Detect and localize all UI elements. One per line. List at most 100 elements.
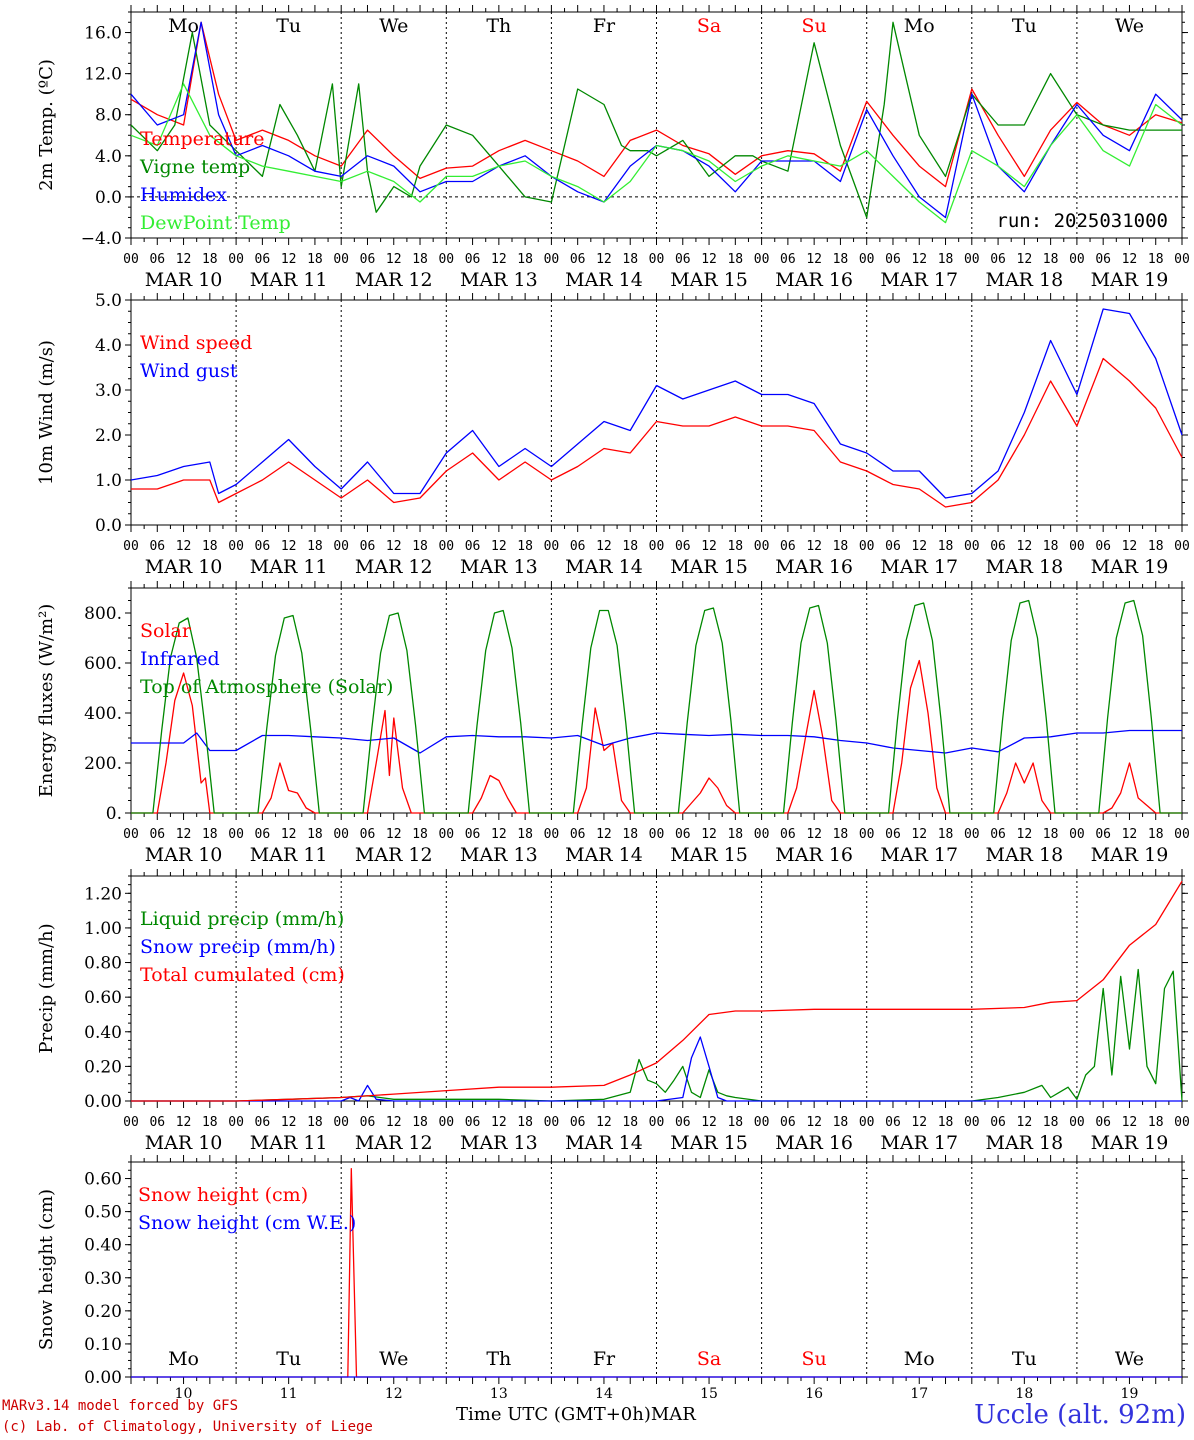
day-number-label: 12 — [385, 1386, 403, 1402]
y-tick-label: 0.40 — [84, 1236, 122, 1256]
series-line-temperature — [130, 21, 1183, 188]
day-name-label: Su — [802, 1348, 827, 1370]
hour-tick-label: 00 — [123, 827, 139, 842]
hour-tick-label: 00 — [123, 252, 139, 267]
date-label: MAR 14 — [565, 844, 643, 866]
hour-tick-label: 12 — [596, 827, 612, 842]
hour-tick-label: 06 — [885, 539, 901, 554]
day-name-label: Sa — [697, 1348, 721, 1370]
hour-tick-label: 06 — [360, 827, 376, 842]
y-tick-label: 5.0 — [95, 291, 122, 311]
hour-tick-label: 06 — [885, 827, 901, 842]
hour-tick-label: 18 — [307, 827, 323, 842]
hour-tick-label: 06 — [990, 827, 1006, 842]
hour-tick-label: 18 — [1043, 252, 1059, 267]
hour-tick-label: 18 — [833, 252, 849, 267]
date-label: MAR 19 — [1091, 269, 1169, 291]
y-axis-label: Energy fluxes (W/m²) — [36, 604, 57, 798]
hour-tick-label: 18 — [938, 252, 954, 267]
hour-tick-label: 12 — [1122, 539, 1138, 554]
hour-tick-label: 00 — [754, 539, 770, 554]
panel-1: −4.0 0.0 4.0 8.0 12.0 16.0 2m Temp. (ºC) 00 06 12… — [36, 5, 1190, 291]
legend-entry: Wind speed — [140, 332, 252, 354]
hour-tick-label: 12 — [596, 539, 612, 554]
time-axis-title: Time UTC (GMT+0h)MAR — [456, 1404, 696, 1425]
hour-tick-label: 12 — [701, 539, 717, 554]
hour-tick-label: 12 — [911, 1115, 927, 1130]
hour-tick-label: 06 — [255, 252, 271, 267]
y-tick-label: −4.0 — [81, 229, 122, 249]
hour-tick-label: 00 — [1069, 539, 1085, 554]
y-tick-label: 200. — [84, 754, 122, 774]
series-line-wind-speed — [131, 357, 1183, 508]
y-tick-label: 0.00 — [84, 1092, 122, 1112]
hour-tick-label: 12 — [281, 827, 297, 842]
y-tick-label: 0.60 — [84, 1170, 122, 1190]
date-label: MAR 17 — [880, 844, 958, 866]
date-label: MAR 19 — [1091, 1132, 1169, 1154]
hour-tick-label: 06 — [885, 252, 901, 267]
legend-entry: Solar — [140, 620, 192, 642]
hour-tick-label: 06 — [360, 252, 376, 267]
y-tick-label: 0.20 — [84, 1302, 122, 1322]
hour-tick-label: 00 — [228, 1115, 244, 1130]
date-label: MAR 12 — [355, 269, 433, 291]
day-name-label: We — [1115, 1348, 1144, 1370]
hour-tick-label: 06 — [570, 252, 586, 267]
y-tick-label: 3.0 — [95, 381, 122, 401]
day-number-label: 19 — [1121, 1386, 1139, 1402]
hour-tick-label: 00 — [123, 1115, 139, 1130]
hour-tick-label: 18 — [1043, 1115, 1059, 1130]
hour-tick-label: 12 — [1122, 1115, 1138, 1130]
hour-tick-label: 12 — [701, 252, 717, 267]
lab-credit-line: (c) Lab. of Climatology, University of L… — [2, 1419, 373, 1435]
hour-tick-label: 00 — [1069, 1115, 1085, 1130]
y-tick-label: 0.0 — [95, 188, 122, 208]
y-tick-label: 1.0 — [95, 471, 122, 491]
station-label: Uccle (alt. 92m) — [974, 1400, 1186, 1430]
day-name-label: Mo — [904, 15, 935, 37]
month-label: MAR — [650, 1404, 696, 1425]
hour-tick-label: 18 — [412, 1115, 428, 1130]
hour-tick-label: 00 — [859, 252, 875, 267]
panel-4: 0.00 0.20 0.40 0.60 0.80 1.00 1.20 Precip (mm/h… — [36, 869, 1190, 1154]
hour-tick-label: 18 — [727, 1115, 743, 1130]
hour-tick-label: 00 — [754, 252, 770, 267]
hour-tick-label: 12 — [806, 252, 822, 267]
y-tick-label: 0.80 — [84, 954, 122, 974]
hour-tick-label: 00 — [333, 252, 349, 267]
hour-tick-label: 00 — [754, 827, 770, 842]
day-name-label: We — [1115, 15, 1144, 37]
day-name-label: Th — [486, 1348, 511, 1370]
y-tick-label: 4.0 — [95, 147, 122, 167]
panel-2: 0.0 1.0 2.0 3.0 4.0 5.0 10m Wind (m/s) 00 06 12 18… — [36, 291, 1190, 578]
hour-tick-label: 12 — [1017, 827, 1033, 842]
hour-tick-label: 00 — [859, 827, 875, 842]
hour-tick-label: 00 — [1174, 827, 1190, 842]
hour-tick-label: 12 — [491, 1115, 507, 1130]
day-name-label: Su — [802, 15, 827, 37]
hour-tick-label: 00 — [1069, 827, 1085, 842]
hour-tick-label: 12 — [176, 539, 192, 554]
date-label: MAR 11 — [250, 1132, 328, 1154]
day-name-label: Th — [486, 15, 511, 37]
hour-tick-label: 00 — [964, 1115, 980, 1130]
legend-entry: Total cumulated (cm) — [140, 964, 345, 986]
series-line-vigne-temp — [130, 21, 1182, 219]
date-label: MAR 13 — [460, 844, 538, 866]
date-label: MAR 11 — [250, 556, 328, 578]
day-name-label: We — [379, 15, 408, 37]
date-label: MAR 15 — [670, 844, 748, 866]
hour-tick-label: 06 — [1095, 827, 1111, 842]
hour-tick-label: 00 — [438, 1115, 454, 1130]
day-name-label: Tu — [1012, 1348, 1037, 1370]
hour-tick-label: 06 — [675, 539, 691, 554]
hour-tick-label: 06 — [675, 827, 691, 842]
hour-tick-label: 12 — [386, 1115, 402, 1130]
y-axis-label: Snow height (cm) — [36, 1189, 57, 1350]
hour-tick-label: 18 — [622, 252, 638, 267]
hour-tick-label: 00 — [438, 827, 454, 842]
date-label: MAR 19 — [1091, 556, 1169, 578]
hour-tick-label: 12 — [176, 1115, 192, 1130]
hour-tick-label: 06 — [885, 1115, 901, 1130]
